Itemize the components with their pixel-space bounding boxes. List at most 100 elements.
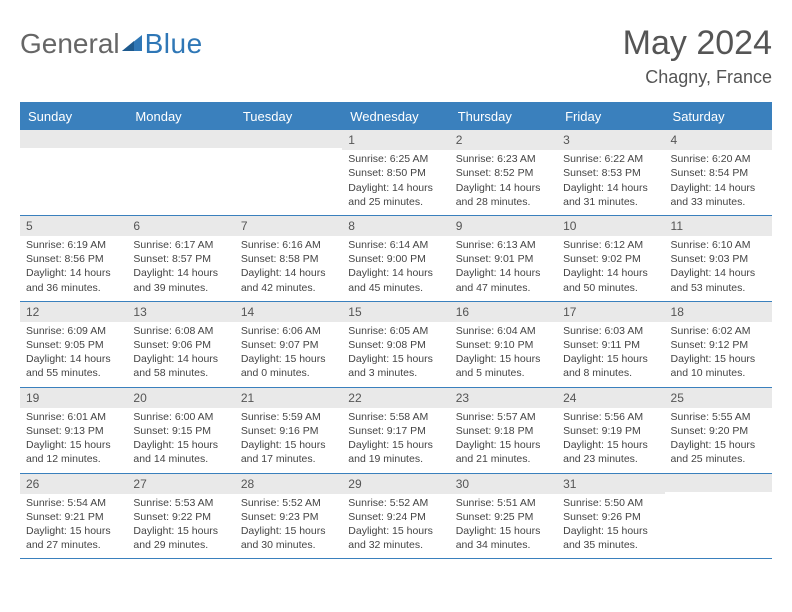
day-line: Daylight: 15 hours bbox=[671, 438, 766, 452]
day-line: Daylight: 14 hours bbox=[348, 266, 443, 280]
day-body: Sunrise: 5:55 AMSunset: 9:20 PMDaylight:… bbox=[665, 408, 772, 473]
day-line: Daylight: 15 hours bbox=[241, 524, 336, 538]
weekday-header: Saturday bbox=[665, 104, 772, 130]
day-cell: 6Sunrise: 6:17 AMSunset: 8:57 PMDaylight… bbox=[127, 216, 234, 301]
calendar-grid: SundayMondayTuesdayWednesdayThursdayFrid… bbox=[20, 102, 772, 559]
day-cell: 11Sunrise: 6:10 AMSunset: 9:03 PMDayligh… bbox=[665, 216, 772, 301]
day-number: 23 bbox=[450, 388, 557, 408]
weekday-header: Monday bbox=[127, 104, 234, 130]
week-row: 5Sunrise: 6:19 AMSunset: 8:56 PMDaylight… bbox=[20, 216, 772, 302]
day-number: 18 bbox=[665, 302, 772, 322]
day-number bbox=[235, 130, 342, 148]
day-cell: 31Sunrise: 5:50 AMSunset: 9:26 PMDayligh… bbox=[557, 474, 664, 559]
day-number: 13 bbox=[127, 302, 234, 322]
day-line: Sunset: 9:21 PM bbox=[26, 510, 121, 524]
day-line: Daylight: 15 hours bbox=[563, 524, 658, 538]
day-line: Sunrise: 6:14 AM bbox=[348, 238, 443, 252]
day-line: Sunset: 9:10 PM bbox=[456, 338, 551, 352]
day-line: Sunrise: 6:19 AM bbox=[26, 238, 121, 252]
logo: General Blue bbox=[20, 24, 203, 60]
day-line: and 25 minutes. bbox=[671, 452, 766, 466]
day-number: 29 bbox=[342, 474, 449, 494]
day-number bbox=[20, 130, 127, 148]
day-cell: 12Sunrise: 6:09 AMSunset: 9:05 PMDayligh… bbox=[20, 302, 127, 387]
day-body: Sunrise: 6:05 AMSunset: 9:08 PMDaylight:… bbox=[342, 322, 449, 387]
day-cell: 24Sunrise: 5:56 AMSunset: 9:19 PMDayligh… bbox=[557, 388, 664, 473]
day-number: 15 bbox=[342, 302, 449, 322]
day-number: 6 bbox=[127, 216, 234, 236]
day-number: 25 bbox=[665, 388, 772, 408]
day-body: Sunrise: 6:09 AMSunset: 9:05 PMDaylight:… bbox=[20, 322, 127, 387]
day-line: and 25 minutes. bbox=[348, 195, 443, 209]
day-line: Daylight: 15 hours bbox=[671, 352, 766, 366]
day-number: 5 bbox=[20, 216, 127, 236]
day-line: Daylight: 14 hours bbox=[563, 181, 658, 195]
day-body: Sunrise: 6:12 AMSunset: 9:02 PMDaylight:… bbox=[557, 236, 664, 301]
day-line: Sunrise: 6:17 AM bbox=[133, 238, 228, 252]
day-line: and 21 minutes. bbox=[456, 452, 551, 466]
day-body: Sunrise: 6:20 AMSunset: 8:54 PMDaylight:… bbox=[665, 150, 772, 215]
day-body: Sunrise: 5:56 AMSunset: 9:19 PMDaylight:… bbox=[557, 408, 664, 473]
day-line: Sunset: 9:12 PM bbox=[671, 338, 766, 352]
day-line: Sunrise: 6:01 AM bbox=[26, 410, 121, 424]
day-line: Sunrise: 5:56 AM bbox=[563, 410, 658, 424]
day-body: Sunrise: 6:22 AMSunset: 8:53 PMDaylight:… bbox=[557, 150, 664, 215]
day-line: Sunrise: 5:53 AM bbox=[133, 496, 228, 510]
day-cell: 8Sunrise: 6:14 AMSunset: 9:00 PMDaylight… bbox=[342, 216, 449, 301]
day-cell: 17Sunrise: 6:03 AMSunset: 9:11 PMDayligh… bbox=[557, 302, 664, 387]
title-block: May 2024 Chagny, France bbox=[623, 24, 772, 88]
day-number: 2 bbox=[450, 130, 557, 150]
day-line: Sunset: 9:01 PM bbox=[456, 252, 551, 266]
day-number: 30 bbox=[450, 474, 557, 494]
day-body bbox=[665, 492, 772, 500]
day-body: Sunrise: 6:02 AMSunset: 9:12 PMDaylight:… bbox=[665, 322, 772, 387]
day-line: Sunset: 9:25 PM bbox=[456, 510, 551, 524]
day-cell: 13Sunrise: 6:08 AMSunset: 9:06 PMDayligh… bbox=[127, 302, 234, 387]
day-line: Sunset: 9:13 PM bbox=[26, 424, 121, 438]
logo-text-2: Blue bbox=[145, 28, 203, 60]
day-body: Sunrise: 6:13 AMSunset: 9:01 PMDaylight:… bbox=[450, 236, 557, 301]
day-line: Sunrise: 6:13 AM bbox=[456, 238, 551, 252]
day-line: and 23 minutes. bbox=[563, 452, 658, 466]
day-line: and 14 minutes. bbox=[133, 452, 228, 466]
day-cell: 26Sunrise: 5:54 AMSunset: 9:21 PMDayligh… bbox=[20, 474, 127, 559]
day-cell: 15Sunrise: 6:05 AMSunset: 9:08 PMDayligh… bbox=[342, 302, 449, 387]
day-cell bbox=[127, 130, 234, 215]
day-line: Sunset: 8:53 PM bbox=[563, 166, 658, 180]
day-body: Sunrise: 6:08 AMSunset: 9:06 PMDaylight:… bbox=[127, 322, 234, 387]
day-line: Daylight: 15 hours bbox=[563, 438, 658, 452]
day-line: Daylight: 15 hours bbox=[348, 438, 443, 452]
day-line: Daylight: 15 hours bbox=[348, 352, 443, 366]
day-body: Sunrise: 5:52 AMSunset: 9:23 PMDaylight:… bbox=[235, 494, 342, 559]
day-cell: 16Sunrise: 6:04 AMSunset: 9:10 PMDayligh… bbox=[450, 302, 557, 387]
day-number: 3 bbox=[557, 130, 664, 150]
weekday-header-row: SundayMondayTuesdayWednesdayThursdayFrid… bbox=[20, 104, 772, 130]
day-line: Sunrise: 5:58 AM bbox=[348, 410, 443, 424]
month-title: May 2024 bbox=[623, 24, 772, 63]
day-cell: 30Sunrise: 5:51 AMSunset: 9:25 PMDayligh… bbox=[450, 474, 557, 559]
day-line: Sunset: 8:50 PM bbox=[348, 166, 443, 180]
day-number: 31 bbox=[557, 474, 664, 494]
day-line: and 19 minutes. bbox=[348, 452, 443, 466]
day-line: and 36 minutes. bbox=[26, 281, 121, 295]
day-line: Sunrise: 6:12 AM bbox=[563, 238, 658, 252]
day-line: Daylight: 15 hours bbox=[456, 352, 551, 366]
day-cell: 25Sunrise: 5:55 AMSunset: 9:20 PMDayligh… bbox=[665, 388, 772, 473]
day-number: 11 bbox=[665, 216, 772, 236]
day-body: Sunrise: 5:51 AMSunset: 9:25 PMDaylight:… bbox=[450, 494, 557, 559]
day-line: Daylight: 14 hours bbox=[26, 266, 121, 280]
logo-text-1: General bbox=[20, 28, 120, 60]
day-body: Sunrise: 6:19 AMSunset: 8:56 PMDaylight:… bbox=[20, 236, 127, 301]
day-cell: 20Sunrise: 6:00 AMSunset: 9:15 PMDayligh… bbox=[127, 388, 234, 473]
day-line: and 30 minutes. bbox=[241, 538, 336, 552]
day-line: Daylight: 14 hours bbox=[563, 266, 658, 280]
day-line: Sunset: 8:56 PM bbox=[26, 252, 121, 266]
day-line: Sunrise: 5:51 AM bbox=[456, 496, 551, 510]
day-body: Sunrise: 6:14 AMSunset: 9:00 PMDaylight:… bbox=[342, 236, 449, 301]
day-line: Sunset: 9:08 PM bbox=[348, 338, 443, 352]
week-row: 26Sunrise: 5:54 AMSunset: 9:21 PMDayligh… bbox=[20, 474, 772, 560]
day-number: 28 bbox=[235, 474, 342, 494]
day-line: Sunset: 9:20 PM bbox=[671, 424, 766, 438]
day-number: 21 bbox=[235, 388, 342, 408]
day-cell: 21Sunrise: 5:59 AMSunset: 9:16 PMDayligh… bbox=[235, 388, 342, 473]
